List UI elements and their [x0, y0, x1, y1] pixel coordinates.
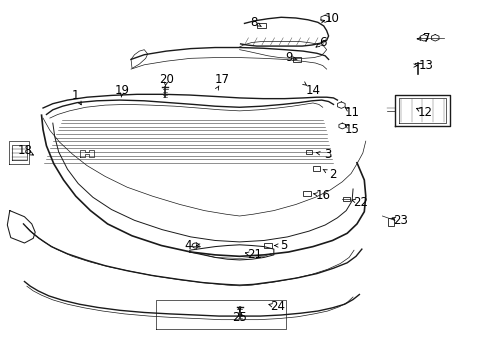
Text: 13: 13 [418, 59, 433, 72]
Text: 18: 18 [18, 144, 33, 157]
Text: 7: 7 [422, 32, 429, 45]
Text: 3: 3 [323, 148, 331, 161]
Text: 14: 14 [305, 84, 320, 96]
Text: 23: 23 [393, 214, 407, 227]
Text: 4: 4 [184, 239, 192, 252]
Text: 12: 12 [417, 106, 432, 119]
Bar [313, 166, 320, 171]
Bar [305, 150, 312, 154]
Bar [293, 57, 301, 62]
Text: 11: 11 [344, 106, 359, 119]
Text: 24: 24 [270, 300, 285, 313]
Text: 19: 19 [115, 84, 129, 97]
Text: 5: 5 [279, 239, 287, 252]
Text: 6: 6 [318, 36, 326, 49]
Bar [342, 197, 349, 201]
Text: 10: 10 [325, 12, 339, 24]
Bar [257, 23, 265, 28]
Bar [387, 218, 393, 226]
Text: 9: 9 [284, 51, 292, 64]
Text: 2: 2 [328, 168, 336, 181]
Text: 1: 1 [72, 89, 80, 102]
Bar [264, 243, 271, 248]
Polygon shape [12, 145, 27, 160]
Text: 20: 20 [159, 73, 173, 86]
Text: 15: 15 [344, 123, 359, 136]
Text: 16: 16 [315, 189, 329, 202]
Text: 17: 17 [215, 73, 229, 86]
Text: 8: 8 [250, 16, 258, 29]
Text: 22: 22 [353, 196, 367, 209]
Text: 21: 21 [246, 248, 261, 261]
Bar [303, 191, 310, 196]
Text: 25: 25 [232, 311, 246, 324]
